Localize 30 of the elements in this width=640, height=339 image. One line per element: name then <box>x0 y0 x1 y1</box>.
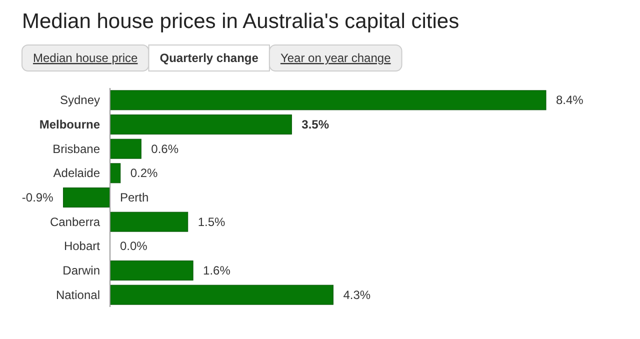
y-tick-label: Perth <box>120 190 149 204</box>
data-label: 0.0% <box>120 239 148 254</box>
data-label: 3.5% <box>302 118 330 132</box>
y-tick-label: Sydney <box>60 93 100 108</box>
tab: Quarterly change <box>148 44 270 72</box>
y-tick-label: Adelaide <box>53 166 100 180</box>
y-tick-label: Canberra <box>50 214 100 229</box>
bar <box>63 188 110 208</box>
y-tick-label: Darwin <box>62 264 100 278</box>
bar <box>110 138 142 159</box>
bar <box>110 284 334 305</box>
data-label: -0.9% <box>22 190 54 204</box>
y-tick-label: National <box>56 288 100 302</box>
tab: Year on year change <box>268 44 402 72</box>
data-label: 1.5% <box>198 214 226 229</box>
bar <box>110 114 292 134</box>
y-tick-label: Hobart <box>64 239 101 254</box>
data-label: 0.6% <box>151 142 179 156</box>
bar <box>110 212 188 232</box>
bar <box>110 260 194 280</box>
data-label: 1.6% <box>203 264 231 278</box>
y-tick-label: Brisbane <box>52 142 100 156</box>
data-label: 4.3% <box>343 288 371 302</box>
bar <box>110 90 546 110</box>
chart-title: Median house prices in Australia's capital cities <box>22 10 460 33</box>
tab: Median house price <box>22 44 150 72</box>
data-label: 8.4% <box>556 93 584 108</box>
y-tick-label: Melbourne <box>39 118 100 132</box>
bar <box>110 163 121 184</box>
data-label: 0.2% <box>130 166 158 180</box>
